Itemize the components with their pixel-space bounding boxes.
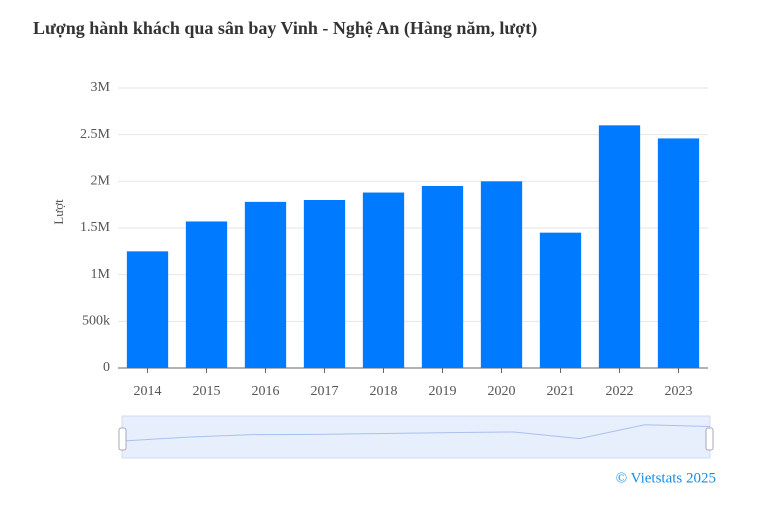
x-tick-label: 2016 — [252, 384, 280, 399]
bar — [126, 251, 169, 368]
bar — [185, 221, 228, 368]
zoom-preview-line — [121, 424, 711, 442]
bar — [598, 125, 641, 368]
zoom-handle[interactable] — [705, 427, 714, 451]
x-tick-label: 2021 — [547, 384, 575, 399]
chart-title: Lượng hành khách qua sân bay Vinh - Nghệ… — [33, 18, 537, 39]
y-tick-label: 3M — [91, 80, 111, 95]
bar — [421, 186, 464, 368]
x-tick-label: 2019 — [429, 384, 457, 399]
credit: © Vietstats 2025 — [616, 470, 716, 486]
bar — [480, 181, 523, 368]
y-tick-label: 1M — [91, 267, 111, 282]
bar — [657, 138, 700, 368]
y-tick-label: 2.5M — [80, 127, 111, 142]
x-tick-label: 2017 — [311, 384, 339, 399]
x-tick-label: 2018 — [370, 384, 398, 399]
bar — [244, 201, 287, 368]
bar — [303, 200, 346, 368]
x-tick-label: 2022 — [606, 384, 634, 399]
x-tick-label: 2023 — [665, 384, 693, 399]
y-tick-label: 1.5M — [80, 220, 111, 235]
zoom-handle[interactable] — [118, 427, 127, 451]
y-axis-label: Lượt — [51, 199, 66, 225]
bar — [362, 192, 405, 368]
y-tick-label: 0 — [103, 360, 110, 375]
zoom-slider[interactable] — [121, 415, 711, 459]
y-tick-label: 2M — [91, 174, 111, 189]
y-tick-label: 500k — [82, 314, 110, 329]
x-tick-label: 2015 — [193, 384, 221, 399]
x-tick-label: 2020 — [488, 384, 516, 399]
bar — [539, 232, 582, 368]
x-tick-label: 2014 — [134, 384, 162, 399]
